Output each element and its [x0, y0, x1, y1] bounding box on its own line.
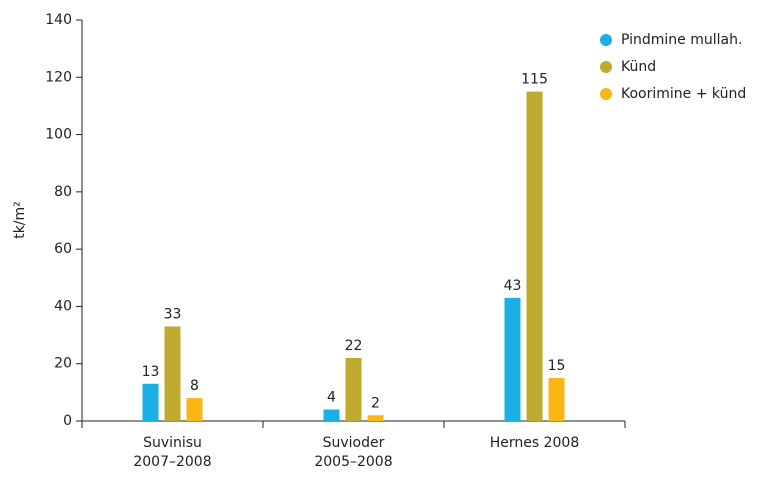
- y-tick-label: 140: [45, 12, 72, 28]
- data-label: 22: [345, 338, 363, 354]
- data-label: 15: [548, 358, 566, 374]
- bar: [548, 378, 565, 421]
- bar: [367, 415, 384, 421]
- data-label: 4: [327, 390, 336, 406]
- bar: [164, 326, 181, 421]
- bar: [526, 91, 543, 421]
- y-tick-label: 120: [45, 69, 72, 85]
- bar: [142, 383, 159, 421]
- bar: [186, 398, 203, 421]
- y-tick-label: 60: [54, 241, 72, 257]
- data-label: 43: [504, 278, 522, 294]
- y-tick-label: 40: [54, 298, 72, 314]
- x-tick-label: 2007–2008: [133, 454, 211, 470]
- bar: [504, 297, 521, 421]
- bar: [323, 409, 340, 421]
- x-tick-label: Suvioder: [323, 435, 385, 451]
- x-tick-label: Hernes 2008: [490, 435, 580, 451]
- y-axis-label: tk/m²: [12, 201, 28, 239]
- bar: [345, 357, 362, 421]
- data-label: 2: [371, 395, 380, 411]
- data-label: 115: [521, 72, 548, 88]
- y-tick-label: 80: [54, 184, 72, 200]
- legend-label: Künd: [621, 59, 656, 75]
- y-tick-label: 20: [54, 356, 72, 372]
- y-tick-label: 0: [63, 413, 72, 429]
- legend-swatch: [600, 88, 612, 100]
- legend-label: Pindmine mullah.: [621, 32, 742, 48]
- y-tick-label: 100: [45, 127, 72, 143]
- legend-label: Koorimine + künd: [621, 86, 746, 102]
- legend-swatch: [600, 61, 612, 73]
- x-tick-label: 2005–2008: [314, 454, 392, 470]
- legend-swatch: [600, 34, 612, 46]
- x-tick-label: Suvinisu: [143, 435, 202, 451]
- data-label: 13: [142, 364, 160, 380]
- data-label: 33: [164, 306, 182, 322]
- data-label: 8: [190, 378, 199, 394]
